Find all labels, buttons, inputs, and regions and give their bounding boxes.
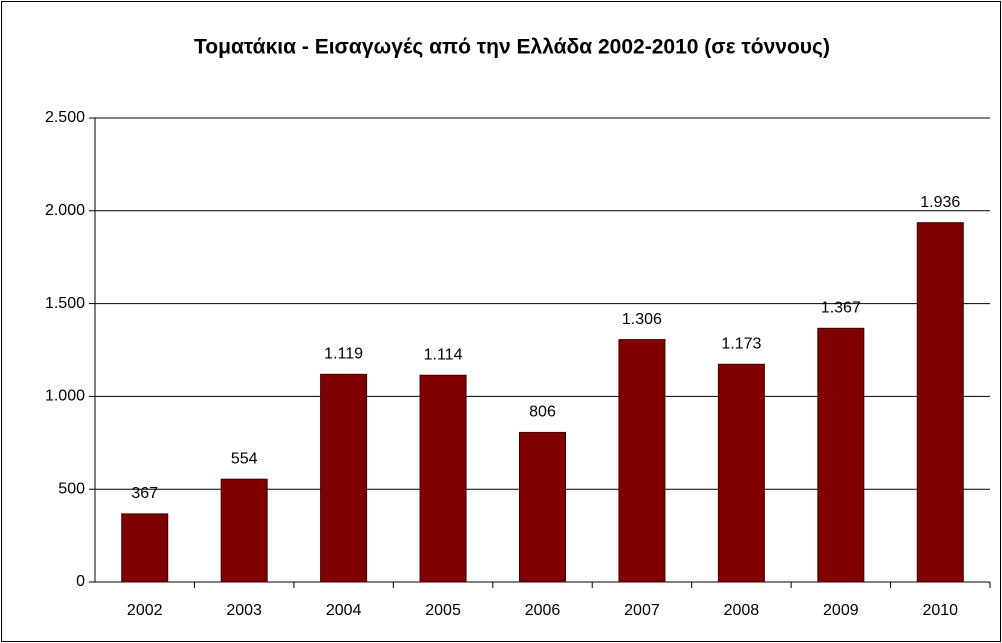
data-label: 367 [131,485,158,502]
x-tick-label: 2008 [724,602,760,619]
data-label: 1.936 [920,194,960,211]
bar [419,374,467,583]
bar [519,431,566,583]
bar [618,339,666,583]
bar [916,222,964,583]
y-tick-label: 1.000 [45,388,85,405]
y-tick-label: 2.500 [45,109,85,126]
x-tick-label: 2002 [127,602,163,619]
data-label: 1.114 [424,346,463,363]
x-tick-label: 2006 [525,602,561,619]
chart-title: Τοματάκια - Εισαγωγές από την Ελλάδα 200… [194,36,830,59]
data-label: 554 [231,450,258,467]
data-label: 1.367 [821,300,861,317]
x-tick-label: 2005 [425,602,461,619]
bar [220,478,268,583]
data-label: 1.119 [324,346,363,363]
bar [717,363,765,583]
y-tick-label: 1.500 [45,295,85,312]
y-tick-label: 500 [58,480,85,497]
y-tick-label: 2.000 [45,202,85,219]
data-label: 806 [529,404,556,421]
x-tick-label: 2004 [326,602,362,619]
data-label: 1.306 [622,311,662,328]
bar [817,327,865,583]
bar [121,513,169,583]
y-tick-label: 0 [76,573,85,590]
x-tick-label: 2007 [624,602,660,619]
bar [320,373,368,583]
x-tick-label: 2009 [823,602,859,619]
data-label: 1.173 [721,336,761,353]
x-tick-label: 2003 [226,602,262,619]
x-tick-label: 2010 [922,602,958,619]
